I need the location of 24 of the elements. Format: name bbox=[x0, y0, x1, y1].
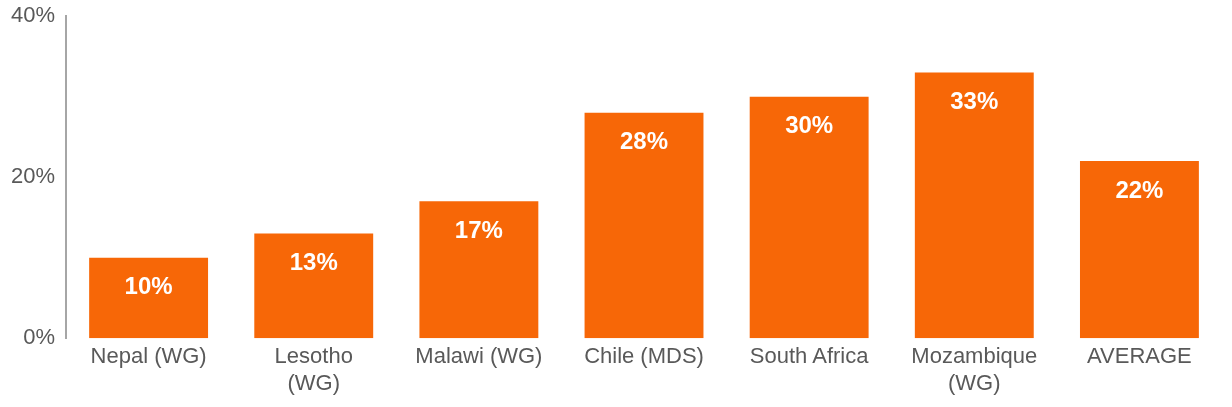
y-tick-label: 0% bbox=[23, 324, 56, 350]
bar bbox=[419, 201, 539, 339]
bar bbox=[89, 257, 209, 339]
data-label: 30% bbox=[785, 111, 834, 139]
data-label: 28% bbox=[619, 127, 669, 155]
data-label: 33% bbox=[950, 87, 999, 115]
x-tick-label: Mozambique (WG) bbox=[911, 343, 1038, 395]
data-label: 22% bbox=[1115, 175, 1164, 203]
bar bbox=[584, 112, 704, 339]
bar bbox=[749, 96, 869, 339]
bar bbox=[254, 233, 374, 339]
y-tick-label: 40% bbox=[10, 2, 56, 28]
x-tick-label: Malawi (WG) bbox=[415, 343, 543, 369]
bar bbox=[1079, 161, 1199, 339]
x-tick-label: South Africa bbox=[749, 343, 870, 369]
data-label: 13% bbox=[289, 248, 338, 276]
x-tick-label: AVERAGE bbox=[1087, 343, 1192, 369]
data-label: 17% bbox=[454, 215, 503, 243]
data-label: 10% bbox=[124, 272, 173, 300]
x-tick-label: Lesotho (WG) bbox=[274, 343, 353, 395]
bar bbox=[914, 72, 1034, 339]
x-tick-label: Chile (MDS) bbox=[584, 343, 704, 369]
x-tick-label: Nepal (WG) bbox=[90, 343, 207, 369]
y-tick-label: 20% bbox=[10, 163, 56, 189]
